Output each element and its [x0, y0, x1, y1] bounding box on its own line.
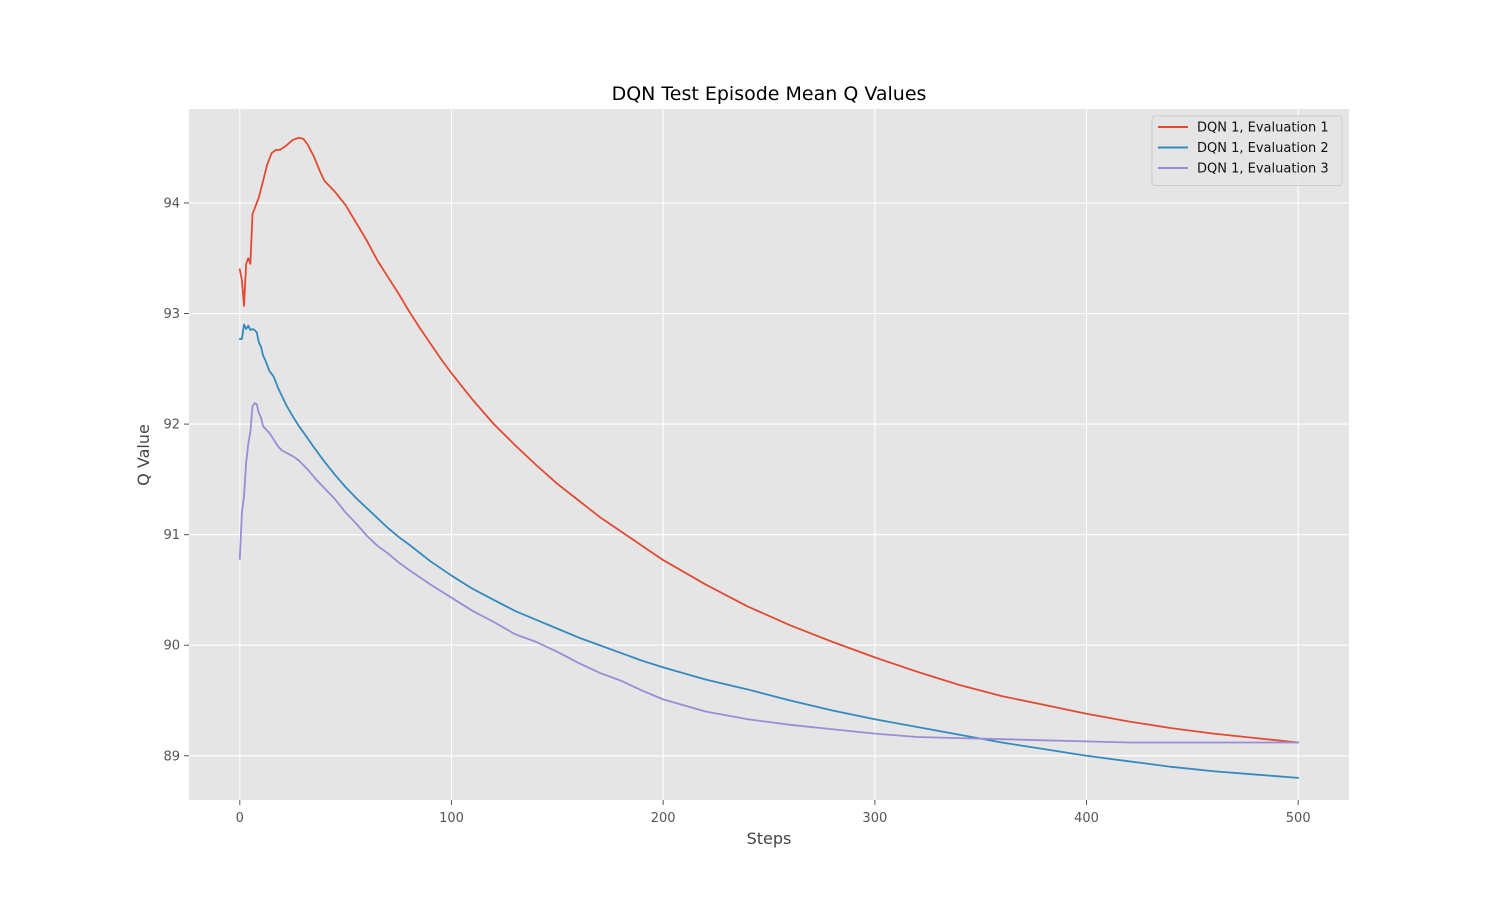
y-tick-label: 91 [163, 528, 180, 543]
series-lines [238, 136, 1300, 779]
legend-entry: DQN 1, Evaluation 1 [1197, 121, 1329, 136]
legend: DQN 1, Evaluation 1 DQN 1, Evaluation 2 DQ… [1151, 115, 1343, 186]
y-tick-label: 89 [163, 749, 180, 764]
y-axis-label: Q Value [134, 424, 153, 486]
series-line-evaluation-2 [238, 323, 1300, 779]
x-tick-label: 400 [1074, 811, 1099, 826]
series-line-evaluation-1 [238, 136, 1300, 744]
axis-ticks: 0 100 200 300 400 500 89 90 91 92 93 94 [163, 196, 1310, 826]
legend-entry: DQN 1, Evaluation 3 [1197, 162, 1329, 177]
grid [189, 109, 1349, 800]
plot-area [189, 109, 1349, 800]
series-line-evaluation-3 [238, 402, 1300, 744]
y-tick-label: 93 [163, 307, 180, 322]
x-tick-label: 300 [862, 811, 887, 826]
x-tick-label: 100 [439, 811, 464, 826]
x-tick-label: 500 [1286, 811, 1311, 826]
legend-box [1151, 115, 1343, 186]
x-tick-label: 0 [236, 811, 244, 826]
chart-title: DQN Test Episode Mean Q Values [612, 83, 927, 105]
x-axis-label: Steps [747, 829, 792, 848]
y-tick-label: 94 [163, 196, 180, 211]
x-tick-label: 200 [651, 811, 676, 826]
legend-entry: DQN 1, Evaluation 2 [1197, 141, 1329, 156]
y-tick-label: 92 [163, 418, 180, 433]
y-tick-label: 90 [163, 639, 180, 654]
